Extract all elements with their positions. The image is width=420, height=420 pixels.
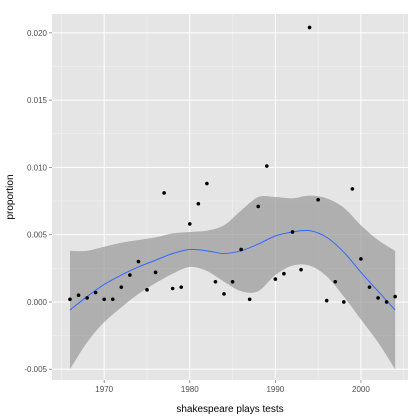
data-point — [170, 286, 175, 291]
data-point — [102, 297, 107, 302]
data-point — [333, 279, 338, 284]
data-point — [307, 25, 312, 30]
data-point — [110, 297, 115, 302]
data-point — [222, 292, 226, 296]
data-points — [68, 25, 397, 304]
data-point — [316, 197, 320, 202]
data-point — [128, 273, 132, 277]
y-tick-label: 0.000 — [27, 298, 48, 307]
y-tick-label: 0.010 — [27, 163, 48, 172]
x-tick-label: 1980 — [181, 385, 199, 394]
data-point — [68, 297, 72, 302]
x-axis-ticks: 1970 1980 1990 2000 — [95, 380, 370, 394]
data-point — [273, 277, 278, 281]
data-point — [153, 270, 158, 275]
x-axis-title: shakespeare plays tests — [176, 404, 283, 415]
data-point — [119, 285, 124, 289]
data-point — [205, 181, 209, 186]
data-point — [367, 285, 372, 289]
data-point — [136, 259, 141, 264]
data-point — [350, 187, 355, 191]
data-point — [85, 296, 89, 300]
data-point — [187, 222, 192, 226]
smooth-trend-line — [69, 229, 396, 311]
y-axis-ticks: -0.005 0.000 0.005 0.010 0.015 0.020 — [24, 29, 52, 374]
data-point — [324, 298, 329, 303]
data-point — [384, 300, 389, 304]
x-tick-label: 1970 — [95, 385, 113, 394]
y-tick-label: -0.005 — [24, 365, 47, 374]
plot-panel — [52, 14, 408, 380]
data-point — [230, 279, 235, 284]
data-point — [376, 296, 380, 300]
data-point — [290, 230, 295, 234]
data-point — [196, 201, 201, 206]
data-point — [162, 191, 166, 195]
y-tick-label: 0.020 — [27, 29, 48, 38]
data-point — [359, 257, 363, 261]
data-point — [299, 267, 303, 272]
y-tick-label: 0.015 — [27, 96, 48, 105]
data-point — [76, 293, 81, 298]
data-point — [93, 290, 98, 295]
data-point — [239, 247, 243, 252]
data-point — [342, 300, 346, 304]
data-point — [145, 288, 149, 292]
data-point — [213, 279, 218, 284]
x-tick-label: 2000 — [352, 385, 370, 394]
data-point — [264, 164, 269, 168]
x-tick-label: 1990 — [266, 385, 284, 394]
data-point — [247, 297, 252, 302]
y-axis-title: proportion — [5, 174, 16, 219]
data-point — [256, 204, 261, 209]
y-tick-label: 0.005 — [27, 231, 48, 240]
data-point — [179, 285, 184, 289]
data-point — [393, 294, 397, 299]
data-point — [282, 271, 286, 276]
